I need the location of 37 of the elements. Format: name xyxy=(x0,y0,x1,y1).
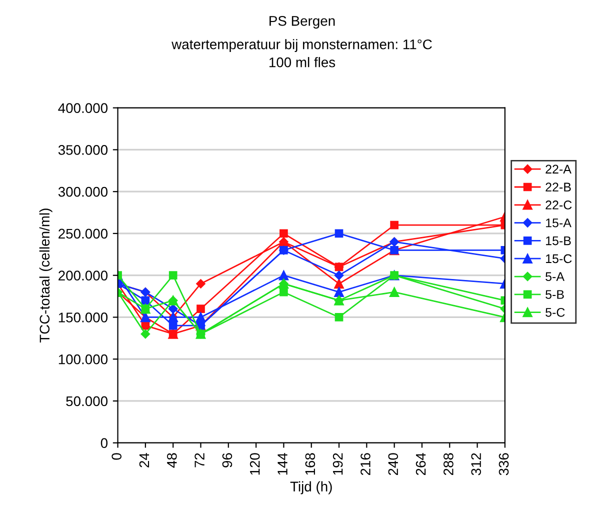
y-tick-label: 350.000 xyxy=(58,145,108,155)
legend-label: 15-C xyxy=(546,254,572,264)
legend-label: 15-A xyxy=(546,218,572,228)
y-tick-label: 250.000 xyxy=(58,228,108,239)
y-tick-label: 300.000 xyxy=(58,186,108,197)
legend-label: 22-B xyxy=(546,182,571,192)
x-tick-label: 288 xyxy=(444,453,454,476)
y-axis-title: TCC-totaal (cellen/ml) xyxy=(39,208,52,343)
x-tick-label: 48 xyxy=(166,453,177,468)
y-tick-label: 0 xyxy=(100,438,108,448)
legend-label: 15-B xyxy=(546,236,571,246)
y-tick-label: 100.000 xyxy=(58,354,108,364)
x-tick-label: 216 xyxy=(360,453,370,476)
x-axis-title: Tijd (h) xyxy=(290,481,332,494)
x-tick-label: 120 xyxy=(250,453,260,475)
x-tick-label: 312 xyxy=(471,453,482,476)
y-tick-label: 150.000 xyxy=(58,312,108,322)
legend-label: 5-A xyxy=(546,272,564,282)
x-tick-label: 0 xyxy=(112,453,122,460)
chart-subtitle: watertemperatuur bij monsternamen: 11°C 100 ml fles xyxy=(172,39,432,68)
legend-label: 5-B xyxy=(546,290,564,299)
x-tick-label: 264 xyxy=(416,452,426,476)
x-tick-label: 96 xyxy=(222,453,232,468)
legend-label: 22-A xyxy=(546,164,572,174)
x-tick-label: 24 xyxy=(139,452,150,468)
legend-label: 5-C xyxy=(546,308,565,317)
x-tick-label: 240 xyxy=(388,453,398,476)
y-tick-label: 400.000 xyxy=(58,103,108,114)
y-tick-label: 200.000 xyxy=(58,270,108,281)
x-tick-label: 168 xyxy=(305,453,316,475)
x-tick-label: 72 xyxy=(194,453,204,468)
x-tick-label: 144 xyxy=(278,452,288,475)
x-tick-label: 336 xyxy=(498,453,509,476)
chart-title: PS Bergen xyxy=(270,16,335,29)
y-tick-label: 50.000 xyxy=(66,396,108,406)
legend-label: 22-C xyxy=(546,200,572,210)
x-tick-label: 192 xyxy=(332,453,343,475)
